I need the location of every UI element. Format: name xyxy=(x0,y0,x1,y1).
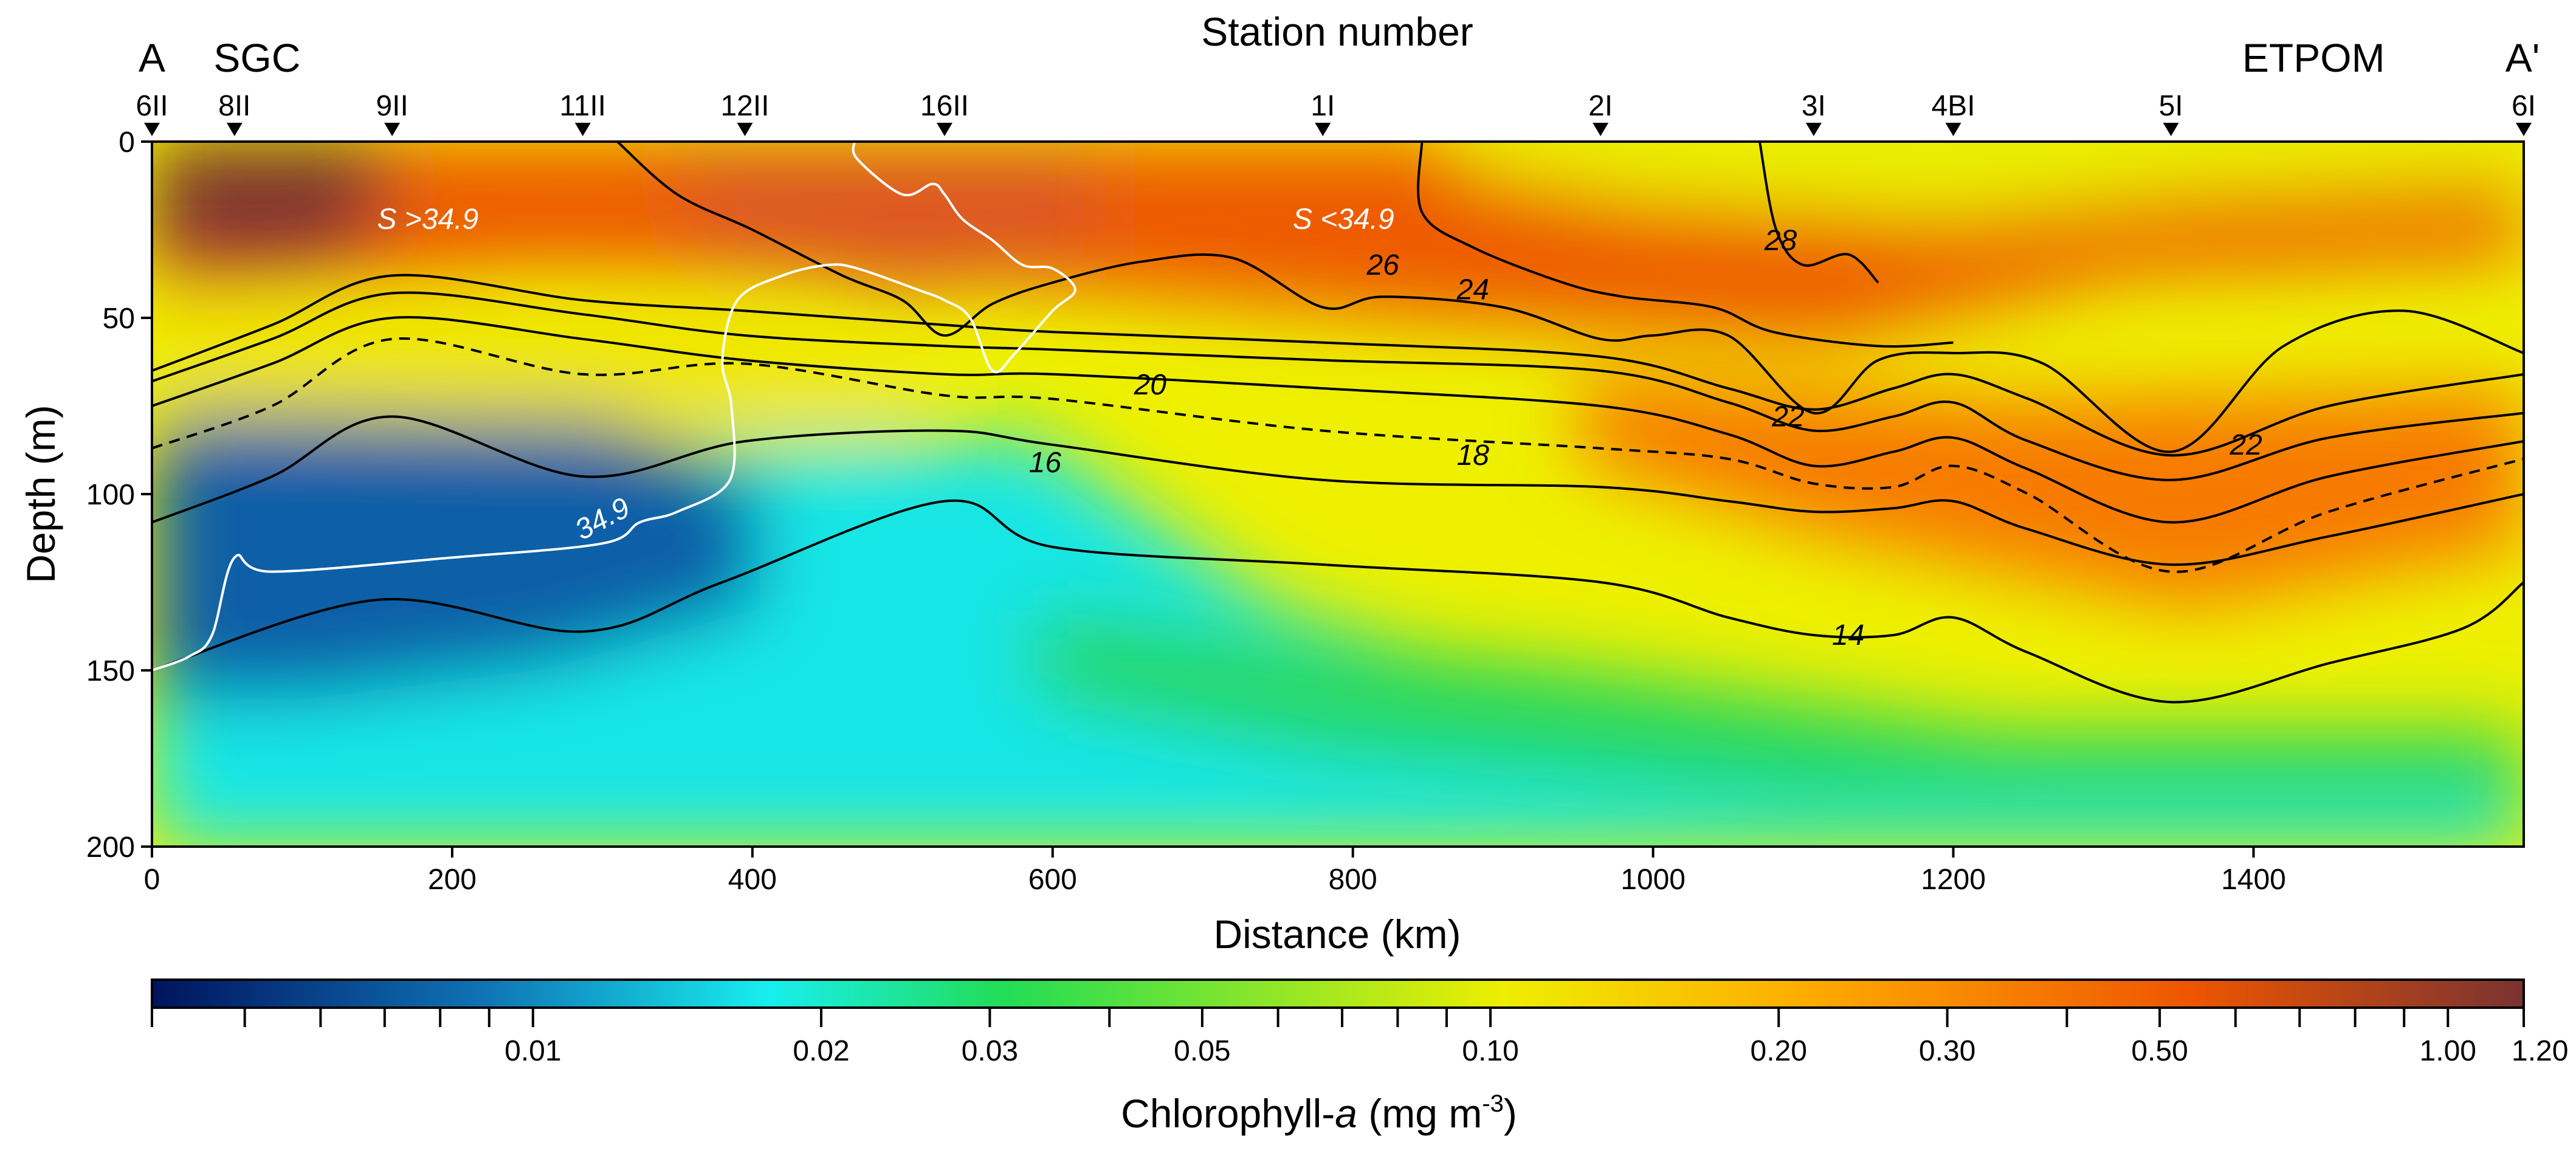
station-label-3: 11II xyxy=(560,90,607,122)
colorbar-tick-label-7: 0.50 xyxy=(2131,1035,2188,1067)
station-marker-9 xyxy=(1945,123,1961,136)
isotherm-26-7 xyxy=(1417,142,1954,348)
colorbar-ticks: 0.01 0.02 0.03 0.05 0.10 0.20 0.30 0.50 1.00 1.20 xyxy=(151,1008,2568,1067)
x-tick-label-1: 200 xyxy=(428,864,477,896)
isotherm-label-2: 18 xyxy=(1457,439,1490,472)
colorbar-title-main: Chlorophyll- xyxy=(1121,1091,1335,1136)
station-label-2: 9II xyxy=(376,90,408,122)
y-axis-title: Depth (m) xyxy=(18,405,63,583)
isotherm-label-3: 20 xyxy=(1134,369,1167,401)
chart-title: Station number xyxy=(1201,9,1473,54)
heatmap-zone-surface-yellow-right xyxy=(1459,142,2524,219)
isotherm-22-4 xyxy=(152,291,2524,481)
x-tick-label-4: 800 xyxy=(1329,864,1377,896)
salinity-annotation-1: S <34.9 xyxy=(1293,204,1394,236)
station-label-7: 2I xyxy=(1588,90,1613,122)
x-tick-label-2: 400 xyxy=(728,864,777,896)
station-marker-11 xyxy=(2516,123,2532,136)
heatmap-zone-surface-maroon xyxy=(152,142,389,261)
station-marker-6 xyxy=(1315,123,1331,136)
isotherm-14-0 xyxy=(152,499,2524,704)
salinity-contour-0 xyxy=(152,142,1076,672)
salinity-contour xyxy=(152,142,1076,672)
x-tick-label-3: 600 xyxy=(1028,864,1077,896)
isotherm-labels: 14 16 18 20 22 24 26 28 22 xyxy=(1029,224,2262,652)
x-axis-title: Distance (km) xyxy=(1213,912,1461,957)
isotherm-label-6: 26 xyxy=(1366,249,1399,281)
heatmap-field xyxy=(152,142,2524,847)
station-marker-3 xyxy=(574,123,591,136)
isotherm-label-5: 24 xyxy=(1456,274,1489,306)
colorbar xyxy=(151,978,2525,1009)
y-tick-label-4: 200 xyxy=(86,831,135,864)
isotherm-20-3 xyxy=(152,316,2524,524)
x-axis-ticks: 0 200 400 600 800 1000 1200 1400 xyxy=(144,847,2286,896)
station-label-11: 6I xyxy=(2512,90,2536,122)
station-label-4: 12II xyxy=(720,90,769,122)
y-tick-label-3: 150 xyxy=(86,655,135,687)
colorbar-title-close: ) xyxy=(1504,1091,1517,1136)
heatmap-zone-mid-green xyxy=(1033,608,2524,808)
isotherm-label-1: 16 xyxy=(1029,447,1062,479)
isotherm-label-8: 22 xyxy=(1771,401,1804,433)
colorbar-title-unit: (mg m xyxy=(1357,1091,1482,1136)
y-axis-ticks: 0 50 100 150 200 xyxy=(86,126,152,864)
section-label-3: A' xyxy=(2505,35,2540,80)
station-markers: 6II 8II 9II 11II 12II 16II 1I 2I 3I 4BI 5I 6I xyxy=(136,90,2536,136)
station-label-9: 4BI xyxy=(1932,90,1975,122)
station-label-8: 3I xyxy=(1802,90,1826,122)
colorbar-tick-label-8: 1.00 xyxy=(2420,1035,2476,1067)
station-label-6: 1I xyxy=(1310,90,1335,122)
station-label-1: 8II xyxy=(218,90,250,122)
colorbar-tick-label-9: 1.20 xyxy=(2512,1035,2568,1067)
station-marker-10 xyxy=(2163,123,2179,136)
isotherm-contours xyxy=(152,142,2524,704)
section-label-1: SGC xyxy=(213,35,300,80)
isotherm-label-7: 28 xyxy=(1764,224,1797,256)
colorbar-tick-label-4: 0.10 xyxy=(1462,1035,1518,1067)
station-label-0: 6II xyxy=(136,90,168,122)
salinity-annotations: S >34.9 S <34.9 xyxy=(377,204,1394,236)
x-tick-label-7: 1400 xyxy=(2221,864,2286,896)
station-marker-2 xyxy=(384,123,401,136)
y-tick-label-0: 0 xyxy=(119,126,135,159)
colorbar-tick-label-2: 0.03 xyxy=(962,1035,1018,1067)
heatmap-zone-subsurface-orange xyxy=(1580,377,2524,608)
isotherm-24-6 xyxy=(616,142,2524,453)
x-tick-label-0: 0 xyxy=(144,864,160,896)
colorbar-tick-label-5: 0.20 xyxy=(1751,1035,1807,1067)
isotherm-label-0: 14 xyxy=(1832,619,1864,652)
station-marker-5 xyxy=(936,123,952,136)
station-marker-7 xyxy=(1593,123,1609,136)
station-marker-0 xyxy=(144,123,160,136)
colorbar-title-sup: -3 xyxy=(1482,1090,1504,1117)
heatmap-zone-transition-yellow xyxy=(152,316,912,425)
station-marker-1 xyxy=(226,123,243,136)
colorbar-title: Chlorophyll-a (mg m-3) xyxy=(1121,1090,1517,1136)
heatmap-zone-upper-orange xyxy=(669,142,1094,292)
heatmap-zone-deep-blue xyxy=(152,389,760,699)
station-marker-8 xyxy=(1805,123,1822,136)
y-tick-label-2: 100 xyxy=(86,479,135,511)
x-tick-label-5: 1000 xyxy=(1620,864,1686,896)
section-label-2: ETPOM xyxy=(2242,35,2385,80)
section-label-0: A xyxy=(139,35,165,80)
isotherm-label-4: 22 xyxy=(2229,429,2262,461)
section-labels: A SGC ETPOM A' xyxy=(139,35,2540,80)
colorbar-tick-label-0: 0.01 xyxy=(505,1035,561,1067)
isotherm-16-1 xyxy=(152,415,2524,566)
station-label-5: 16II xyxy=(920,90,969,122)
colorbar-title-italic: a xyxy=(1335,1091,1357,1136)
isotherm-28-8 xyxy=(1758,142,1879,284)
colorbar-tick-label-6: 0.30 xyxy=(1919,1035,1975,1067)
station-label-10: 5I xyxy=(2159,90,2183,122)
y-tick-label-1: 50 xyxy=(103,303,135,335)
colorbar-tick-label-3: 0.05 xyxy=(1174,1035,1230,1067)
colorbar-tick-label-1: 0.02 xyxy=(793,1035,849,1067)
salinity-annotation-0: S >34.9 xyxy=(377,204,478,236)
station-marker-4 xyxy=(737,123,753,136)
x-tick-label-6: 1200 xyxy=(1921,864,1986,896)
isotherm-unlabeled-5 xyxy=(152,273,2524,457)
